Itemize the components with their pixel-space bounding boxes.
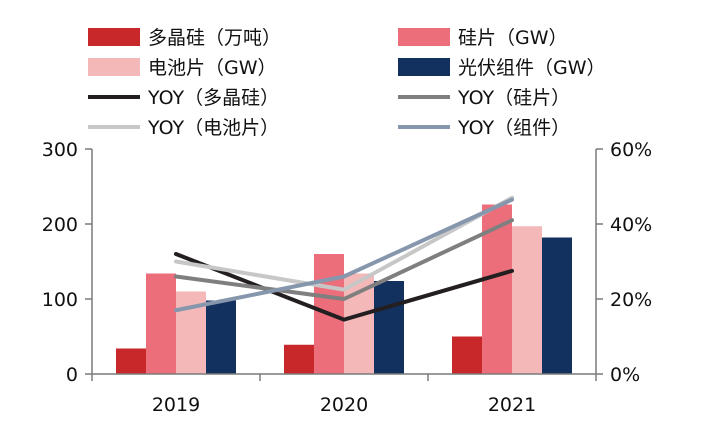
legend-label: 电池片（GW）: [148, 57, 277, 79]
axes: 0 100 200 300 0% 20% 40% 60% 2019 2020 2021: [42, 139, 653, 416]
legend-label: YOY（多晶硅）: [147, 87, 279, 109]
yoy-line-4: [174, 197, 514, 313]
yoy-line-3: [174, 195, 514, 292]
bar-4-2019: [206, 300, 236, 374]
legend-label: YOY（硅片）: [457, 87, 570, 109]
bar-1-2020: [284, 344, 314, 374]
bar-1-2021: [452, 336, 482, 374]
right-tick-label: 0%: [610, 364, 640, 386]
line-series-group: [174, 195, 514, 322]
legend-label: YOY（电池片）: [147, 117, 279, 139]
legend-swatch-bar: [398, 28, 450, 46]
legend-label: 光伏组件（GW）: [458, 57, 606, 79]
bar-1-2019: [116, 348, 146, 374]
left-tick-label: 200: [42, 214, 78, 236]
yoy-line-1: [174, 252, 514, 322]
left-tick-label: 100: [42, 289, 78, 311]
x-tick-label: 2020: [320, 394, 368, 416]
legend-label: 多晶硅（万吨）: [148, 27, 281, 49]
yoy-line-2: [174, 218, 514, 301]
left-tick-label: 300: [42, 139, 78, 161]
legend: 多晶硅（万吨） 硅片（GW） 电池片（GW） 光伏组件（GW） YOY（多晶硅） YOY（…: [88, 27, 606, 139]
x-tick-label: 2021: [488, 394, 536, 416]
bar-3-2021: [512, 226, 542, 374]
legend-swatch-bar: [88, 28, 140, 46]
bar-2-2021: [482, 204, 512, 374]
legend-swatch-bar: [398, 58, 450, 76]
bar-4-2021: [542, 237, 572, 374]
x-tick-label: 2019: [152, 394, 200, 416]
legend-label: YOY（组件）: [457, 117, 570, 139]
right-tick-label: 20%: [610, 289, 652, 311]
right-tick-label: 60%: [610, 139, 652, 161]
legend-swatch-bar: [88, 58, 140, 76]
left-tick-label: 0: [66, 364, 78, 386]
legend-label: 硅片（GW）: [458, 27, 568, 49]
right-tick-label: 40%: [610, 214, 652, 236]
bar-2-2019: [146, 273, 176, 374]
bar-4-2020: [374, 281, 404, 374]
